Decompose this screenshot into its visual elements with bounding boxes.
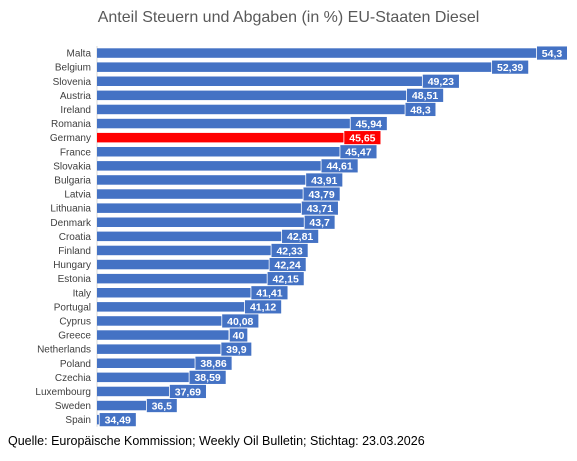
category-label: Slovakia (53, 161, 91, 172)
data-label: 38,86 (200, 358, 226, 370)
bar (97, 372, 198, 383)
bar (97, 288, 260, 298)
chart-title: Anteil Steuern und Abgaben (in %) EU-Sta… (97, 9, 480, 26)
bar (97, 316, 231, 326)
bar (97, 217, 310, 227)
category-label: Hungary (53, 260, 91, 271)
category-label: Portugal (54, 302, 91, 313)
bar (97, 76, 431, 86)
data-label: 49,23 (428, 76, 454, 88)
bar (97, 147, 349, 157)
data-label: 42,81 (287, 231, 313, 243)
bar (97, 203, 310, 213)
data-label-box (220, 341, 253, 357)
data-label-box (536, 45, 568, 61)
category-label: Bulgaria (54, 175, 91, 186)
category-label: Poland (60, 359, 91, 370)
data-label: 48,51 (412, 90, 438, 102)
category-label: Austria (60, 91, 92, 102)
data-label: 37,69 (175, 386, 201, 398)
category-label: Denmark (50, 218, 92, 229)
data-label: 44,61 (326, 161, 352, 173)
bar (97, 62, 501, 72)
data-label: 39,9 (226, 344, 247, 356)
data-label: 52,39 (497, 62, 523, 74)
category-label: Finland (58, 246, 91, 257)
data-label-box (244, 299, 282, 315)
category-label: Germany (50, 133, 91, 144)
category-label: Lithuania (50, 204, 91, 215)
data-label: 43,79 (308, 189, 334, 201)
data-label: 41,12 (250, 302, 276, 314)
bar (97, 189, 312, 199)
data-label: 40,08 (227, 316, 253, 328)
category-label: Netherlands (37, 345, 91, 356)
category-label: Malta (67, 49, 92, 60)
data-label: 43,71 (307, 203, 333, 215)
bar (97, 330, 229, 340)
data-label: 43,7 (309, 217, 330, 229)
data-label: 45,47 (345, 147, 371, 159)
data-label: 45,65 (349, 132, 375, 144)
data-label: 41,41 (256, 288, 282, 300)
data-label-box (188, 369, 227, 385)
bar (97, 386, 178, 397)
data-label: 42,15 (273, 273, 299, 285)
category-label: Slovenia (53, 77, 92, 88)
bar (97, 231, 291, 242)
category-label: Spain (65, 415, 91, 426)
data-label-box (404, 102, 437, 117)
data-label: 45,94 (356, 118, 382, 130)
bar (97, 175, 315, 185)
category-label: Latvia (64, 190, 91, 201)
data-label: 54,3 (542, 48, 563, 60)
bar (97, 344, 227, 354)
bar (97, 400, 152, 411)
category-label: Romania (51, 119, 91, 130)
bar (97, 302, 254, 312)
data-label: 40 (233, 330, 245, 342)
data-label: 43,91 (311, 175, 337, 187)
data-label: 42,24 (274, 259, 300, 271)
category-label: France (60, 147, 92, 158)
category-label: Greece (58, 331, 91, 342)
data-label-box (98, 412, 137, 428)
category-label: Belgium (55, 63, 91, 74)
data-label: 34,49 (105, 414, 131, 426)
bar (97, 48, 542, 58)
bar (97, 104, 411, 115)
bar (97, 90, 416, 101)
bar (97, 259, 278, 270)
data-label-box (303, 214, 336, 230)
bar-highlight (97, 132, 353, 143)
category-label: Italy (73, 288, 91, 299)
bar (97, 273, 276, 284)
category-label: Croatia (59, 232, 92, 243)
category-label: Ireland (60, 105, 91, 116)
category-label: Luxembourg (35, 387, 91, 398)
data-label-box (491, 59, 530, 75)
data-label: 36,5 (152, 400, 173, 412)
bar (97, 161, 330, 171)
bar (97, 118, 359, 129)
data-label-box (168, 384, 207, 399)
category-label: Estonia (58, 274, 92, 285)
data-label: 48,3 (410, 104, 431, 116)
source-note: Quelle: Europäische Kommission; Weekly O… (8, 434, 425, 448)
category-label: Cyprus (59, 316, 91, 327)
data-label: 38,59 (194, 372, 220, 384)
category-label: Sweden (55, 401, 91, 412)
data-label: 42,33 (276, 245, 302, 257)
bar (97, 358, 204, 368)
data-label-box (146, 398, 178, 413)
category-label: Czechia (55, 373, 92, 384)
bar (97, 245, 280, 256)
